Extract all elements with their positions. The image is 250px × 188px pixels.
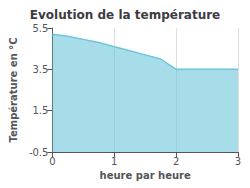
svg-text:3.5: 3.5 (33, 64, 49, 75)
svg-text:3: 3 (235, 156, 241, 167)
svg-text:1: 1 (111, 156, 117, 167)
svg-text:2: 2 (173, 156, 179, 167)
svg-text:0: 0 (49, 156, 55, 167)
svg-text:Evolution de la température: Evolution de la température (30, 8, 221, 22)
svg-text:-0.5: -0.5 (29, 147, 49, 158)
svg-text:5.5: 5.5 (33, 23, 49, 34)
svg-text:1.5: 1.5 (33, 105, 49, 116)
svg-text:heure par heure: heure par heure (100, 170, 191, 181)
svg-text:Température en °C: Température en °C (8, 37, 19, 142)
